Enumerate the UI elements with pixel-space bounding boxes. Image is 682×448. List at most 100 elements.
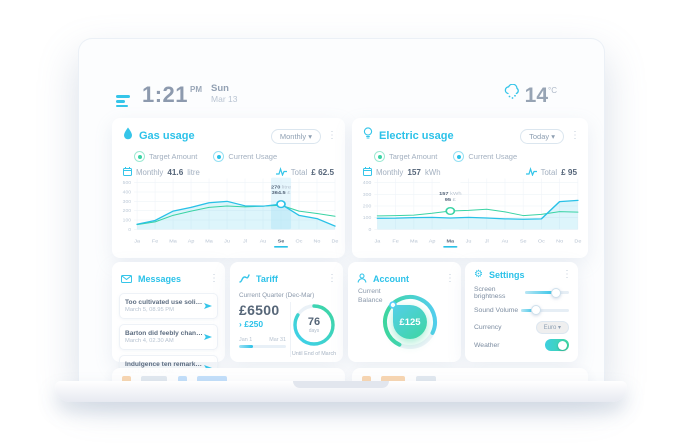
laptop-base bbox=[55, 381, 627, 402]
tariff-chart-icon bbox=[239, 270, 250, 288]
messages-card: Messages ⋮ Too cultivated use solicitude… bbox=[112, 262, 225, 381]
tariff-subtitle: Current Quarter (Dec-Mar) bbox=[239, 292, 315, 299]
send-arrow-icon[interactable] bbox=[204, 328, 212, 346]
gas-legend: Target Amount Current Usage bbox=[134, 151, 345, 162]
gas-stats-row: Monthly 41.6 litre Total £ 62.5 bbox=[123, 167, 334, 178]
currency-dropdown[interactable]: Euro ▾ bbox=[535, 321, 569, 335]
messages-card-header: Messages ⋮ bbox=[112, 262, 225, 288]
svg-text:95 £: 95 £ bbox=[445, 197, 456, 202]
message-item[interactable]: Too cultivated use solicitude March 5, 0… bbox=[119, 293, 218, 319]
electric-card-menu-button[interactable]: ⋮ bbox=[570, 130, 580, 141]
settings-card: ⚙ Settings ⋮ Screen brightness Sound Vol… bbox=[465, 262, 578, 362]
message-text: Barton did feebly change man bbox=[125, 330, 204, 337]
gas-usage-unit: litre bbox=[187, 168, 200, 177]
message-item[interactable]: Barton did feebly change man March 4, 02… bbox=[119, 324, 218, 350]
svg-text:Oc: Oc bbox=[538, 239, 546, 244]
legend-current[interactable]: Current Usage bbox=[213, 151, 277, 162]
svg-text:200: 200 bbox=[123, 209, 132, 214]
droplet-icon bbox=[123, 127, 133, 145]
svg-text:100: 100 bbox=[363, 216, 372, 220]
svg-text:No: No bbox=[556, 239, 563, 244]
calendar-icon bbox=[363, 167, 372, 178]
svg-text:No: No bbox=[314, 239, 321, 244]
svg-text:Oc: Oc bbox=[296, 239, 303, 244]
svg-text:Ap: Ap bbox=[429, 239, 436, 244]
svg-text:Fe: Fe bbox=[392, 239, 399, 244]
svg-text:De: De bbox=[574, 239, 581, 244]
bulb-icon bbox=[363, 127, 373, 145]
gas-period-stat: Monthly 41.6 litre bbox=[123, 167, 200, 178]
svg-text:Fe: Fe bbox=[152, 239, 159, 244]
gas-card-header: Gas usage Monthly ▾ ⋮ bbox=[112, 118, 345, 145]
chevron-right-icon: › bbox=[239, 319, 242, 329]
gas-usage-chart[interactable]: 500 400 300 200 100 0 270 litre 364.5 £ Ja Fe Ma Ap… bbox=[115, 176, 342, 256]
send-arrow-icon[interactable] bbox=[204, 297, 212, 315]
toggle-knob bbox=[558, 340, 567, 350]
tariff-card-menu-button[interactable]: ⋮ bbox=[327, 273, 337, 284]
svg-text:Ma: Ma bbox=[410, 239, 418, 244]
chevron-down-icon: ▾ bbox=[557, 325, 561, 332]
gas-period-dropdown[interactable]: Monthly ▾ bbox=[270, 128, 321, 144]
rain-cloud-icon bbox=[503, 83, 521, 106]
svg-text:Ju: Ju bbox=[224, 239, 230, 244]
electric-usage-card: Electric usage Today ▾ ⋮ Target Amount C… bbox=[352, 118, 588, 258]
svg-text:270 litre: 270 litre bbox=[271, 185, 291, 190]
day-label: Sun bbox=[211, 83, 229, 94]
electric-total-value: £ 95 bbox=[561, 168, 577, 177]
settings-card-header: ⚙ Settings ⋮ bbox=[465, 262, 578, 281]
messages-card-menu-button[interactable]: ⋮ bbox=[209, 273, 219, 284]
svg-text:300: 300 bbox=[363, 192, 372, 196]
volume-slider[interactable] bbox=[521, 305, 569, 316]
radio-cyan-icon bbox=[213, 151, 225, 162]
gas-total-value: £ 62.5 bbox=[311, 168, 334, 177]
svg-text:400: 400 bbox=[363, 181, 372, 185]
account-card-title: Account bbox=[373, 274, 409, 284]
legend-current[interactable]: Current Usage bbox=[453, 151, 517, 162]
svg-text:Au: Au bbox=[260, 239, 267, 244]
chevron-down-icon: ▾ bbox=[551, 131, 555, 141]
gear-icon: ⚙ bbox=[474, 269, 483, 280]
legend-target[interactable]: Target Amount bbox=[134, 151, 197, 162]
svg-text:Au: Au bbox=[502, 239, 509, 244]
svg-text:Jl: Jl bbox=[243, 239, 247, 244]
slider-thumb bbox=[550, 287, 561, 298]
clock: 1:21 PM Sun Mar 13 bbox=[142, 82, 238, 108]
svg-text:Ma: Ma bbox=[205, 239, 213, 244]
weather-widget: 14 °C bbox=[503, 83, 557, 108]
days-ring: 76 days bbox=[291, 302, 337, 348]
days-value: 76 bbox=[307, 315, 321, 328]
laptop-screen: 1:21 PM Sun Mar 13 14 °C Gas bbox=[78, 38, 605, 383]
legend-target[interactable]: Target Amount bbox=[374, 151, 437, 162]
message-text: Too cultivated use solicitude bbox=[125, 299, 204, 306]
date-label: Mar 13 bbox=[211, 93, 238, 104]
gas-card-menu-button[interactable]: ⋮ bbox=[327, 130, 337, 141]
svg-text:100: 100 bbox=[123, 218, 132, 223]
messages-card-title: Messages bbox=[138, 274, 182, 284]
weather-toggle[interactable] bbox=[545, 339, 569, 352]
partial-card bbox=[352, 368, 588, 383]
setting-row-brightness: Screen brightness bbox=[474, 284, 569, 302]
temperature-unit: °C bbox=[548, 86, 557, 95]
brightness-slider[interactable] bbox=[524, 287, 569, 298]
pulse-icon bbox=[525, 167, 537, 178]
pulse-icon bbox=[275, 167, 287, 178]
envelope-icon bbox=[121, 270, 132, 288]
svg-text:De: De bbox=[332, 239, 339, 244]
electric-card-title: Electric usage bbox=[379, 130, 454, 142]
electric-usage-chart[interactable]: 400 300 200 100 0 157 kWh 95 £ Ja Fe Ma Ap Ma Ju Jl Au… bbox=[355, 176, 585, 256]
svg-text:Ja: Ja bbox=[374, 239, 380, 244]
account-card-menu-button[interactable]: ⋮ bbox=[445, 273, 455, 284]
svg-text:200: 200 bbox=[363, 204, 372, 208]
svg-text:Ja: Ja bbox=[134, 239, 140, 244]
svg-text:Ma: Ma bbox=[446, 239, 454, 244]
time-meridiem: PM bbox=[190, 85, 203, 94]
balance-gauge: £125 bbox=[374, 286, 446, 358]
time-value: 1:21 bbox=[142, 82, 189, 107]
electric-stats-row: Monthly 157 kWh Total £ 95 bbox=[363, 167, 577, 178]
svg-text:500: 500 bbox=[123, 181, 132, 186]
gas-usage-card: Gas usage Monthly ▾ ⋮ Target Amount Curr… bbox=[112, 118, 345, 258]
electric-period-dropdown[interactable]: Today ▾ bbox=[520, 128, 564, 144]
settings-card-menu-button[interactable]: ⋮ bbox=[562, 269, 572, 280]
svg-text:Ju: Ju bbox=[466, 239, 472, 244]
menu-icon[interactable] bbox=[116, 93, 130, 110]
